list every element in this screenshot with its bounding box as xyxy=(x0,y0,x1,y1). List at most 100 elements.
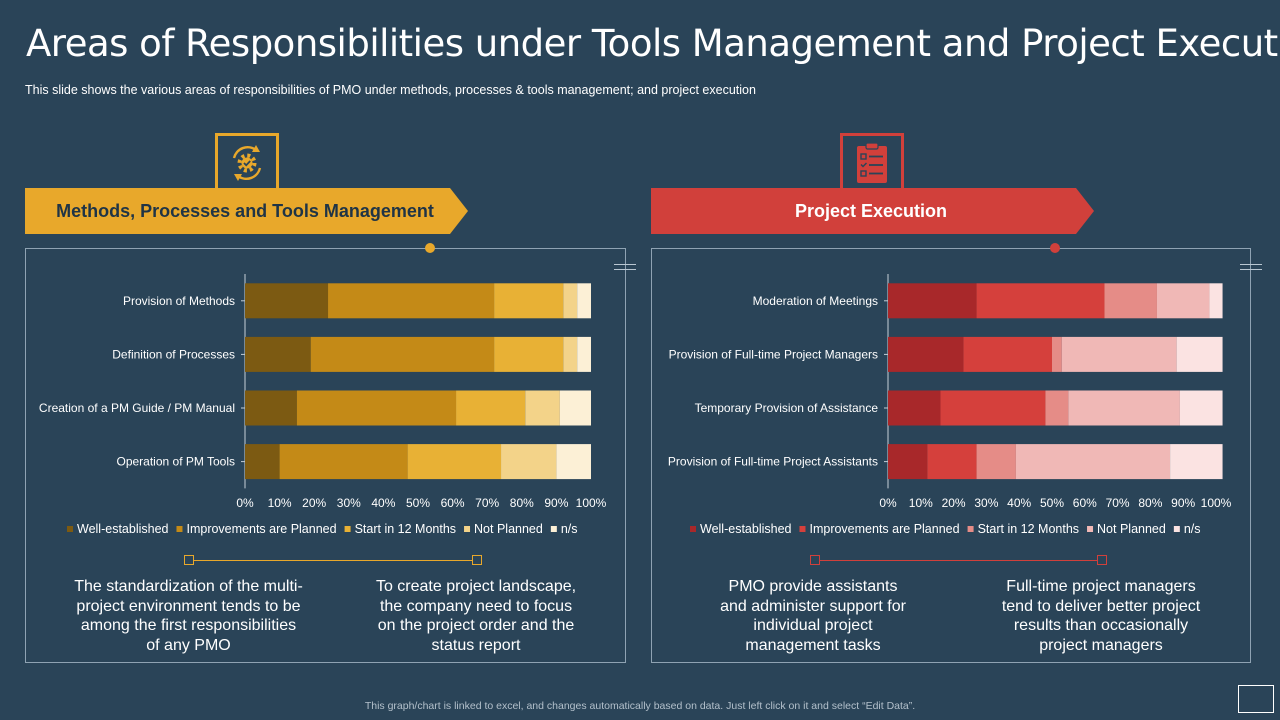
x-tick-label: 60% xyxy=(441,496,465,510)
category-label: Temporary Provision of Assistance xyxy=(695,401,879,415)
right-connector-line xyxy=(816,560,1102,561)
right-note-2: Full-time project managers tend to deliv… xyxy=(1001,578,1201,654)
legend-label: Improvements are Planned xyxy=(809,522,959,536)
gear-cycle-icon xyxy=(232,145,262,181)
left-connector-square-2 xyxy=(472,555,482,565)
bar-segment xyxy=(494,336,564,372)
x-tick-label: 50% xyxy=(1040,496,1064,510)
category-label: Operation of PM Tools xyxy=(116,455,235,469)
bar-segment xyxy=(927,444,977,480)
bar-segment xyxy=(1052,336,1062,372)
x-tick-label: 20% xyxy=(302,496,326,510)
category-label: Creation of a PM Guide / PM Manual xyxy=(39,401,235,415)
category-label: Moderation of Meetings xyxy=(753,294,878,308)
legend-swatch xyxy=(550,526,557,532)
bar-segment xyxy=(245,390,297,426)
category-label: Provision of Full-time Project Assistant… xyxy=(668,455,878,469)
x-tick-label: 0% xyxy=(236,496,254,510)
x-tick-label: 80% xyxy=(1138,496,1162,510)
bar-segment xyxy=(1156,283,1210,319)
x-tick-label: 80% xyxy=(510,496,534,510)
bar-segment xyxy=(1104,283,1157,319)
page-subtitle: This slide shows the various areas of re… xyxy=(25,83,756,97)
bar-segment xyxy=(559,390,591,426)
bar-segment xyxy=(888,390,941,426)
corner-box xyxy=(1238,685,1274,713)
bar-segment xyxy=(407,444,502,480)
legend-swatch xyxy=(1087,526,1094,532)
bar-segment xyxy=(1015,444,1171,480)
x-tick-label: 90% xyxy=(1171,496,1195,510)
bar-segment xyxy=(1045,390,1069,426)
legend-swatch xyxy=(967,526,974,532)
legend-label: n/s xyxy=(561,522,578,536)
x-tick-label: 90% xyxy=(544,496,568,510)
bar-segment xyxy=(1061,336,1177,372)
right-connector-square-1 xyxy=(810,555,820,565)
bar-segment xyxy=(577,283,591,319)
left-connector-line xyxy=(190,560,477,561)
right-note-1: PMO provide assistants and administer su… xyxy=(720,578,906,654)
bar-segment xyxy=(577,336,591,372)
bar-segment xyxy=(1068,390,1180,426)
legend-swatch xyxy=(464,526,471,532)
bar-segment xyxy=(245,283,329,319)
x-tick-label: 40% xyxy=(371,496,395,510)
left-frame-marker xyxy=(614,264,636,270)
legend-swatch xyxy=(344,526,351,532)
left-icon-box xyxy=(215,133,279,193)
bar-segment xyxy=(245,336,311,372)
x-tick-label: 30% xyxy=(337,496,361,510)
right-banner-title: Project Execution xyxy=(794,200,948,221)
bar-segment xyxy=(296,390,457,426)
left-chart[interactable]: Provision of Methods Definition of Proces… xyxy=(25,265,625,550)
bar-segment xyxy=(940,390,1046,426)
left-banner xyxy=(25,188,468,234)
legend-label: Start in 12 Months xyxy=(355,522,456,536)
right-panel-frame xyxy=(651,248,1251,663)
left-banner-title: Methods, Processes and Tools Management xyxy=(56,200,434,221)
legend-swatch xyxy=(799,526,806,532)
bar-segment xyxy=(976,444,1016,480)
right-chart[interactable]: Moderation of Meetings Provision of Full-… xyxy=(652,265,1250,550)
legend-label: Start in 12 Months xyxy=(978,522,1079,536)
x-tick-label: 60% xyxy=(1073,496,1097,510)
legend-swatch xyxy=(690,526,696,532)
bar-segment xyxy=(1176,336,1223,372)
bar-segment xyxy=(556,444,591,480)
left-note-2: To create project landscape, the company… xyxy=(375,578,577,654)
bar-segment xyxy=(279,444,408,480)
bar-segment xyxy=(1179,390,1223,426)
category-label: Provision of Full-time Project Managers xyxy=(669,347,878,361)
legend-label: Not Planned xyxy=(1097,522,1166,536)
legend-label: Well-established xyxy=(77,522,169,536)
legend-swatch xyxy=(67,526,73,532)
right-connector-square-2 xyxy=(1097,555,1107,565)
left-note-1: The standardization of the multi-project… xyxy=(74,578,303,654)
bar-segment xyxy=(501,444,557,480)
bar-segment xyxy=(525,390,560,426)
right-frame-marker xyxy=(1240,264,1262,270)
x-tick-label: 30% xyxy=(974,496,998,510)
legend-label: n/s xyxy=(1184,522,1201,536)
bar-segment xyxy=(563,336,578,372)
legend-swatch xyxy=(1173,526,1180,532)
footer-note: This graph/chart is linked to excel, and… xyxy=(364,700,916,712)
bar-segment xyxy=(563,283,578,319)
left-frame-dot xyxy=(425,243,435,253)
x-tick-label: 100% xyxy=(576,496,607,510)
category-label: Provision of Methods xyxy=(123,294,235,308)
legend-label: Not Planned xyxy=(474,522,543,536)
right-icon-box xyxy=(840,133,904,193)
bar-segment xyxy=(888,336,964,372)
right-frame-dot xyxy=(1050,243,1060,253)
bar-segment xyxy=(328,283,495,319)
x-tick-label: 70% xyxy=(1106,496,1130,510)
category-label: Definition of Processes xyxy=(112,347,235,361)
x-tick-label: 70% xyxy=(475,496,499,510)
bar-segment xyxy=(310,336,495,372)
x-tick-label: 10% xyxy=(909,496,933,510)
x-tick-label: 0% xyxy=(879,496,897,510)
bar-segment xyxy=(494,283,564,319)
left-connector-square-1 xyxy=(184,555,194,565)
